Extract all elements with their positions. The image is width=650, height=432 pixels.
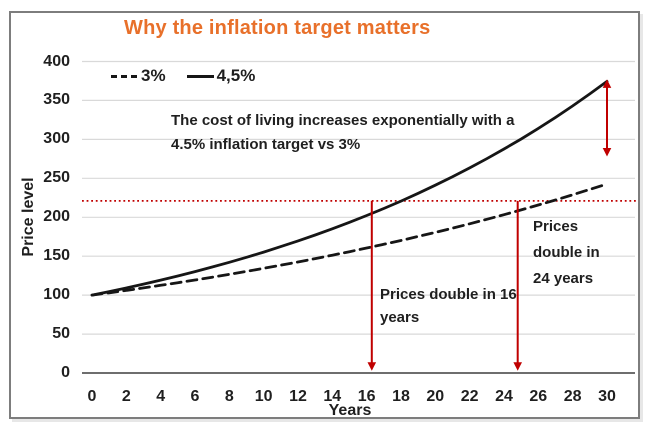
annotation-note-line: The cost of living increases exponential…	[171, 112, 515, 129]
dashed-line-swatch-icon	[111, 74, 138, 78]
y-tick-label: 50	[52, 325, 70, 343]
y-tick-label: 250	[43, 169, 70, 187]
chart-frame	[9, 11, 640, 419]
annotation-note: The cost of living increases exponential…	[171, 109, 514, 157]
legend-item-3pct: 3%	[111, 66, 166, 86]
x-tick-label: 20	[426, 388, 445, 405]
x-tick-label: 30	[598, 388, 616, 405]
x-tick-label: 26	[529, 388, 548, 405]
x-tick-label: 10	[254, 388, 273, 405]
x-tick-label: 4	[156, 388, 166, 405]
x-tick-label: 14	[323, 388, 342, 405]
legend-label: 4,5%	[216, 66, 256, 85]
x-tick-label: 6	[190, 388, 200, 405]
annotation-line: years	[380, 309, 420, 326]
y-tick-label: 200	[43, 208, 70, 226]
x-tick-label: 8	[224, 388, 234, 405]
annotation-prices-double-16: Prices double in 16 years	[380, 283, 517, 329]
y-tick-label: 350	[43, 91, 70, 109]
chart-title: Why the inflation target matters	[124, 17, 431, 39]
legend-label: 3%	[141, 66, 166, 85]
annotation-line: double in	[533, 244, 600, 261]
x-tick-label: 22	[460, 388, 479, 405]
annotation-line: Prices	[533, 218, 579, 235]
x-tick-label: 16	[357, 388, 376, 405]
y-tick-label: 400	[43, 52, 70, 70]
annotation-prices-double-24: Prices double in 24 years	[533, 214, 600, 292]
x-tick-label: 24	[495, 388, 513, 405]
y-tick-label: 100	[43, 286, 70, 304]
x-axis-title: Years	[328, 402, 372, 419]
legend-item-4-5pct: 4,5%	[186, 66, 256, 86]
x-tick-label: 0	[87, 388, 97, 405]
solid-line-swatch-icon	[186, 74, 214, 78]
legend: 3% 4,5%	[111, 66, 255, 86]
x-tick-label: 12	[289, 388, 307, 405]
y-tick-label: 0	[61, 364, 70, 381]
x-tick-label: 2	[121, 388, 131, 405]
y-tick-label: 150	[43, 247, 70, 265]
annotation-line: Prices double in 16	[380, 286, 517, 303]
y-tick-label: 300	[43, 130, 70, 148]
annotation-note-line: 4.5% inflation target vs 3%	[171, 136, 361, 153]
annotation-line: 24 years	[533, 270, 594, 287]
x-tick-label: 18	[392, 388, 410, 405]
x-tick-label: 28	[563, 388, 582, 405]
